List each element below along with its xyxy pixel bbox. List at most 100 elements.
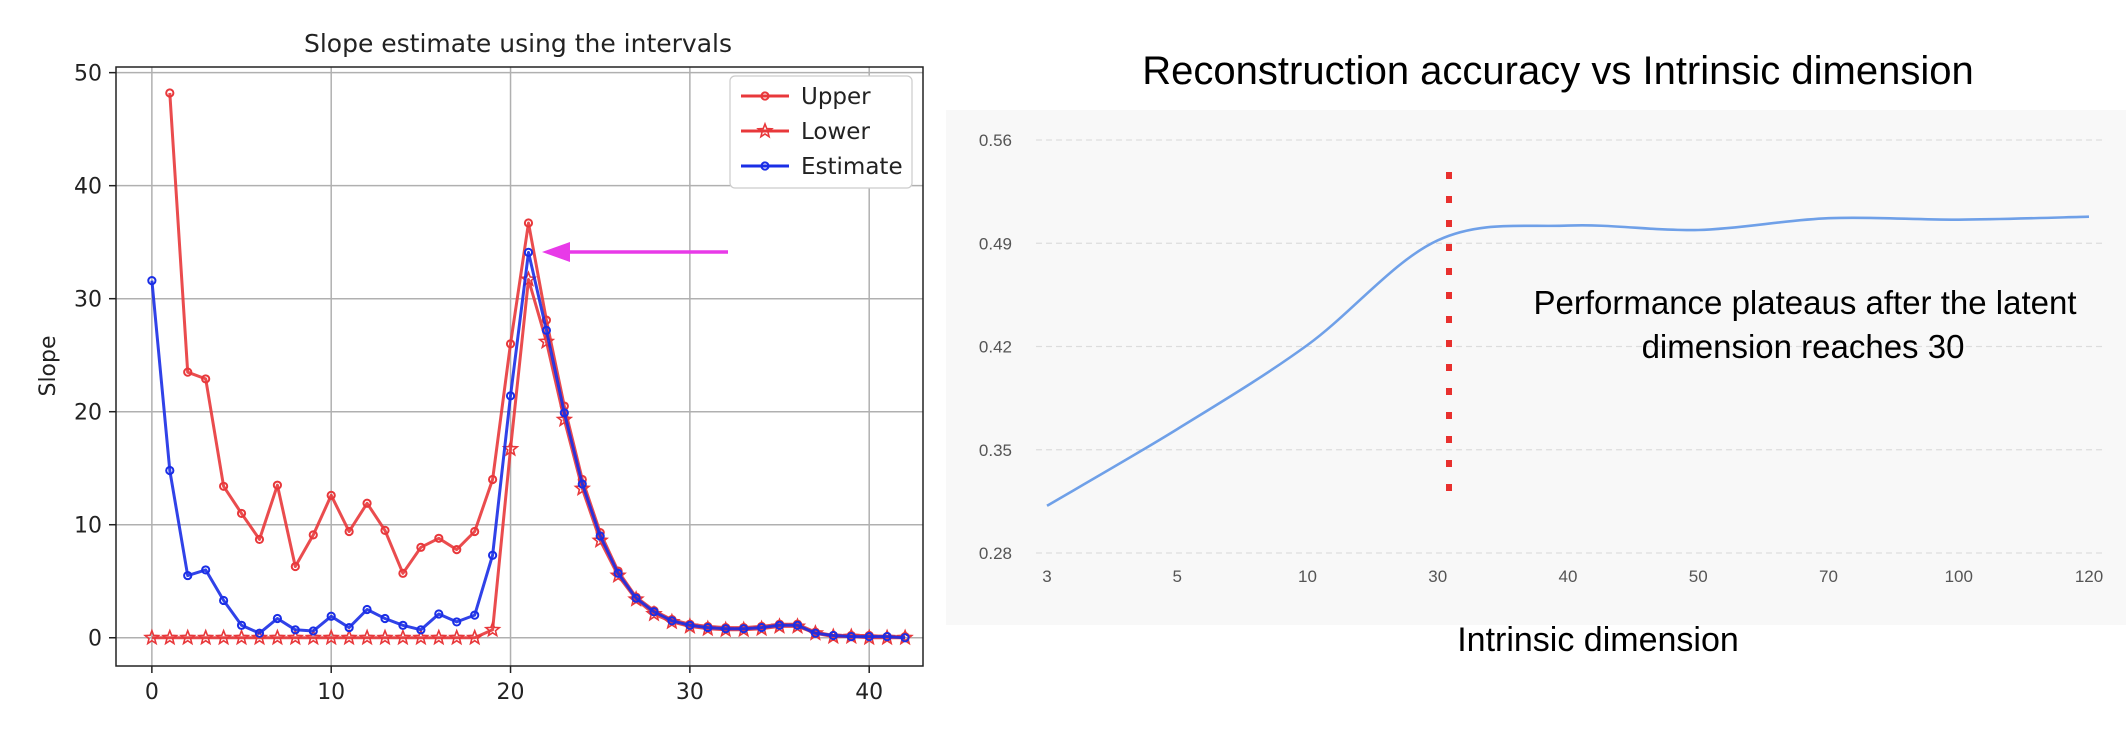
x-tick-label: 30 <box>1428 567 1447 586</box>
peak-arrow <box>542 242 728 262</box>
upper-point <box>505 339 516 349</box>
x-tick-label: 30 <box>676 680 704 705</box>
upper-point <box>219 481 229 491</box>
estimate-point <box>452 617 462 627</box>
estimate-point <box>667 616 677 626</box>
estimate-point <box>362 604 372 615</box>
lower-point <box>161 628 179 646</box>
slope-chart-ylabel: Slope <box>36 335 61 396</box>
x-tick-label: 20 <box>497 680 525 705</box>
lower-point <box>286 628 305 646</box>
plateau-annotation-line2: dimension reaches 30 <box>1642 328 1965 365</box>
accuracy-chart-ticks: 0.28 0.35 0.42 0.49 0.56 3 5 10 30 40 50 70 100 120 <box>979 131 2103 586</box>
y-tick-label: 0.28 <box>979 544 1012 563</box>
estimate-point <box>559 408 569 418</box>
x-tick-label: 100 <box>1945 567 1973 586</box>
estimate-point <box>613 568 623 578</box>
legend-item-lower: Lower <box>741 119 870 145</box>
estimate-point <box>828 630 838 641</box>
accuracy-chart-title: Reconstruction accuracy vs Intrinsic dim… <box>1142 49 1973 93</box>
estimate-point <box>183 570 193 581</box>
x-tick-label: 10 <box>1298 567 1317 586</box>
estimate-point <box>631 593 641 603</box>
slope-chart-legend: Upper Lower Estimate <box>729 75 913 189</box>
lower-point <box>358 628 376 646</box>
estimate-point <box>739 624 749 634</box>
x-tick-label: 40 <box>1559 567 1578 586</box>
estimate-point <box>900 633 910 643</box>
lower-point <box>196 628 215 646</box>
upper-point <box>434 533 444 543</box>
lower-point <box>322 628 340 646</box>
estimate-point <box>147 276 157 286</box>
estimate-point <box>380 613 390 624</box>
lower-point <box>304 628 322 646</box>
legend-label: Estimate <box>801 154 903 180</box>
legend-marker <box>760 91 770 101</box>
lower-point <box>394 628 412 646</box>
upper-point <box>183 367 193 377</box>
series-estimate <box>147 247 910 643</box>
estimate-point <box>219 595 229 606</box>
upper-point <box>416 542 426 552</box>
estimate-point <box>792 620 803 630</box>
estimate-point <box>595 531 605 541</box>
estimate-point <box>326 611 336 621</box>
upper-point <box>488 474 498 485</box>
series-lower <box>143 270 914 646</box>
upper-point <box>344 526 354 537</box>
lower-point <box>448 628 466 646</box>
plateau-annotation-line1: Performance plateaus after the latent <box>1534 284 2077 321</box>
legend-marker <box>760 161 770 171</box>
upper-point <box>326 490 336 500</box>
legend-label: Lower <box>801 119 870 145</box>
lower-point <box>465 628 484 646</box>
y-tick-label: 40 <box>74 175 102 200</box>
estimate-point <box>470 610 480 620</box>
upper-point <box>201 374 211 384</box>
lower-point <box>412 628 430 646</box>
estimate-point <box>254 628 265 638</box>
slope-chart: Slope estimate using the intervals 0 10 20… <box>36 29 924 705</box>
accuracy-chart: Reconstruction accuracy vs Intrinsic dim… <box>946 49 2126 659</box>
y-tick-label: 0 <box>88 627 102 652</box>
estimate-point <box>488 550 498 560</box>
slope-chart-title: Slope estimate using the intervals <box>304 29 732 58</box>
estimate-point <box>774 620 785 630</box>
estimate-point <box>810 628 821 638</box>
estimate-point <box>272 613 282 624</box>
lower-point <box>609 566 627 583</box>
lower-point <box>537 332 556 350</box>
estimate-point <box>344 622 354 633</box>
estimate-line <box>150 250 906 640</box>
slope-chart-series <box>143 88 914 646</box>
legend-label: Upper <box>801 84 871 110</box>
x-tick-label: 0 <box>145 680 159 705</box>
slope-chart-frame <box>115 66 924 667</box>
estimate-point <box>703 622 713 633</box>
peak-arrow-head <box>542 242 570 262</box>
accuracy-line <box>1046 215 2090 507</box>
y-tick-label: 30 <box>74 288 102 313</box>
lower-point <box>376 628 394 646</box>
accuracy-chart-grid <box>1036 139 2106 554</box>
estimate-point <box>398 620 408 630</box>
x-tick-label: 40 <box>855 680 883 705</box>
upper-point <box>452 544 462 555</box>
upper-point <box>254 534 265 545</box>
upper-point <box>272 480 282 490</box>
upper-point <box>362 498 372 508</box>
y-tick-label: 0.56 <box>979 131 1012 150</box>
upper-point <box>523 218 534 228</box>
lower-point <box>250 628 269 646</box>
accuracy-chart-xlabel: Intrinsic dimension <box>1457 621 1739 659</box>
lower-point <box>645 604 663 622</box>
estimate-point <box>577 479 587 489</box>
estimate-point <box>201 565 211 575</box>
lower-point <box>340 628 358 646</box>
upper-point <box>470 526 480 537</box>
estimate-point <box>649 607 659 617</box>
upper-point <box>380 525 390 535</box>
estimate-point <box>685 620 695 630</box>
